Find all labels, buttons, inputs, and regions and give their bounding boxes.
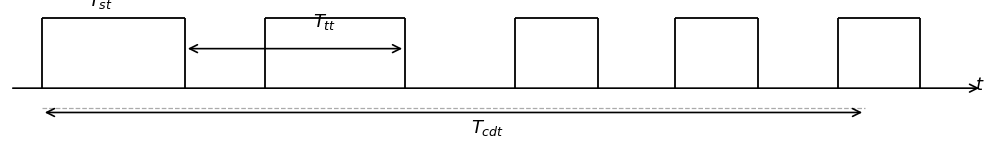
Text: $T_{st}$: $T_{st}$ bbox=[88, 0, 112, 11]
Text: $T_{tt}$: $T_{tt}$ bbox=[313, 12, 337, 32]
Text: $t$: $t$ bbox=[975, 76, 985, 94]
Text: $T_{cdt}$: $T_{cdt}$ bbox=[471, 118, 505, 138]
